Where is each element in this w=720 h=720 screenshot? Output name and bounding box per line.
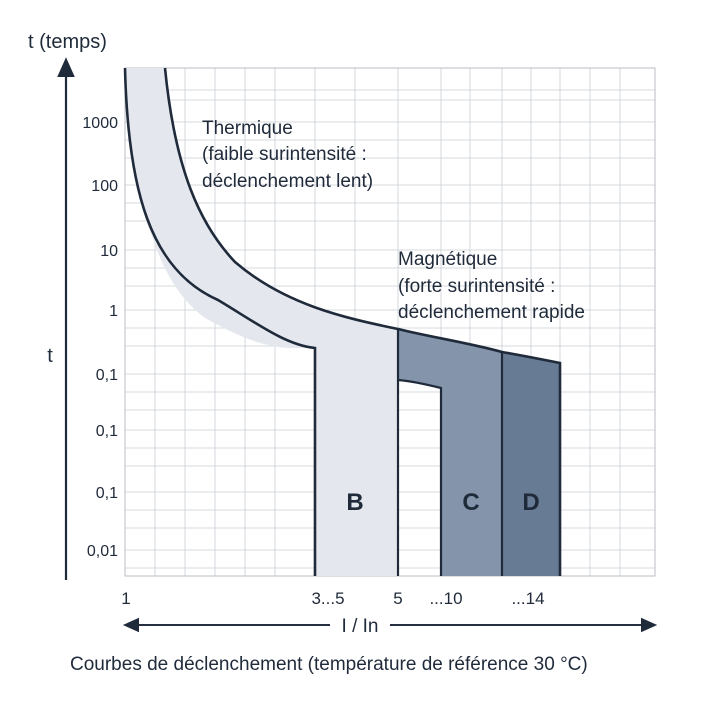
thermal-band-upper [125, 68, 398, 343]
annotation-magnetique-line-2: (forte surintensité : [398, 276, 555, 297]
annotation-thermique: Thermique (faible surintensité : déclenc… [202, 118, 373, 192]
series-label-c: C [462, 489, 479, 516]
zone-c-inner [397, 378, 443, 576]
chart-grid [125, 68, 655, 576]
band-c [398, 329, 502, 576]
y-tick-label: 1000 [82, 115, 118, 132]
band-d [502, 352, 560, 576]
y-tick-label: 10 [100, 243, 118, 260]
x-tick-label: 5 [393, 589, 402, 608]
curve-lower [123, 67, 317, 576]
x-axis-label-bg [330, 613, 390, 637]
x-axis-label: I / In [342, 616, 379, 637]
y-tick-label: 0,01 [87, 543, 118, 560]
y-tick-label: 0,1 [96, 423, 118, 440]
x-tick-label: ...10 [429, 589, 462, 608]
series-label-b: B [346, 489, 363, 516]
y-tick-label: 100 [91, 178, 118, 195]
x-tick-labels: 1 3...5 5 ...10 ...14 [121, 589, 544, 608]
y-tick-label: 0,1 [96, 367, 118, 384]
annotation-magnetique-line-1: Magnétique [398, 249, 497, 270]
curve-upper [163, 67, 562, 576]
x-tick-label: ...14 [511, 589, 544, 608]
y-tick-labels: 1000 100 10 1 0,1 0,1 0,1 0,01 [82, 115, 118, 560]
annotation-thermique-line-1: Thermique [202, 118, 293, 139]
x-tick-label: 1 [121, 589, 130, 608]
y-tick-label: 1 [109, 303, 118, 320]
annotation-magnetique: Magnétique (forte surintensité : déclenc… [398, 249, 585, 323]
x-tick-label: 3...5 [311, 589, 344, 608]
y-tick-label: 0,1 [96, 485, 118, 502]
annotation-magnetique-line-3: déclenchement rapide [398, 302, 585, 323]
y-side-label: t [47, 345, 53, 367]
annotation-thermique-line-2: (faible surintensité : [202, 144, 367, 165]
series-label-d: D [522, 489, 539, 516]
y-axis-title: t (temps) [28, 31, 107, 53]
chart-caption: Courbes de déclenchement (température de… [70, 654, 588, 675]
annotation-thermique-line-3: déclenchement lent) [202, 171, 373, 192]
